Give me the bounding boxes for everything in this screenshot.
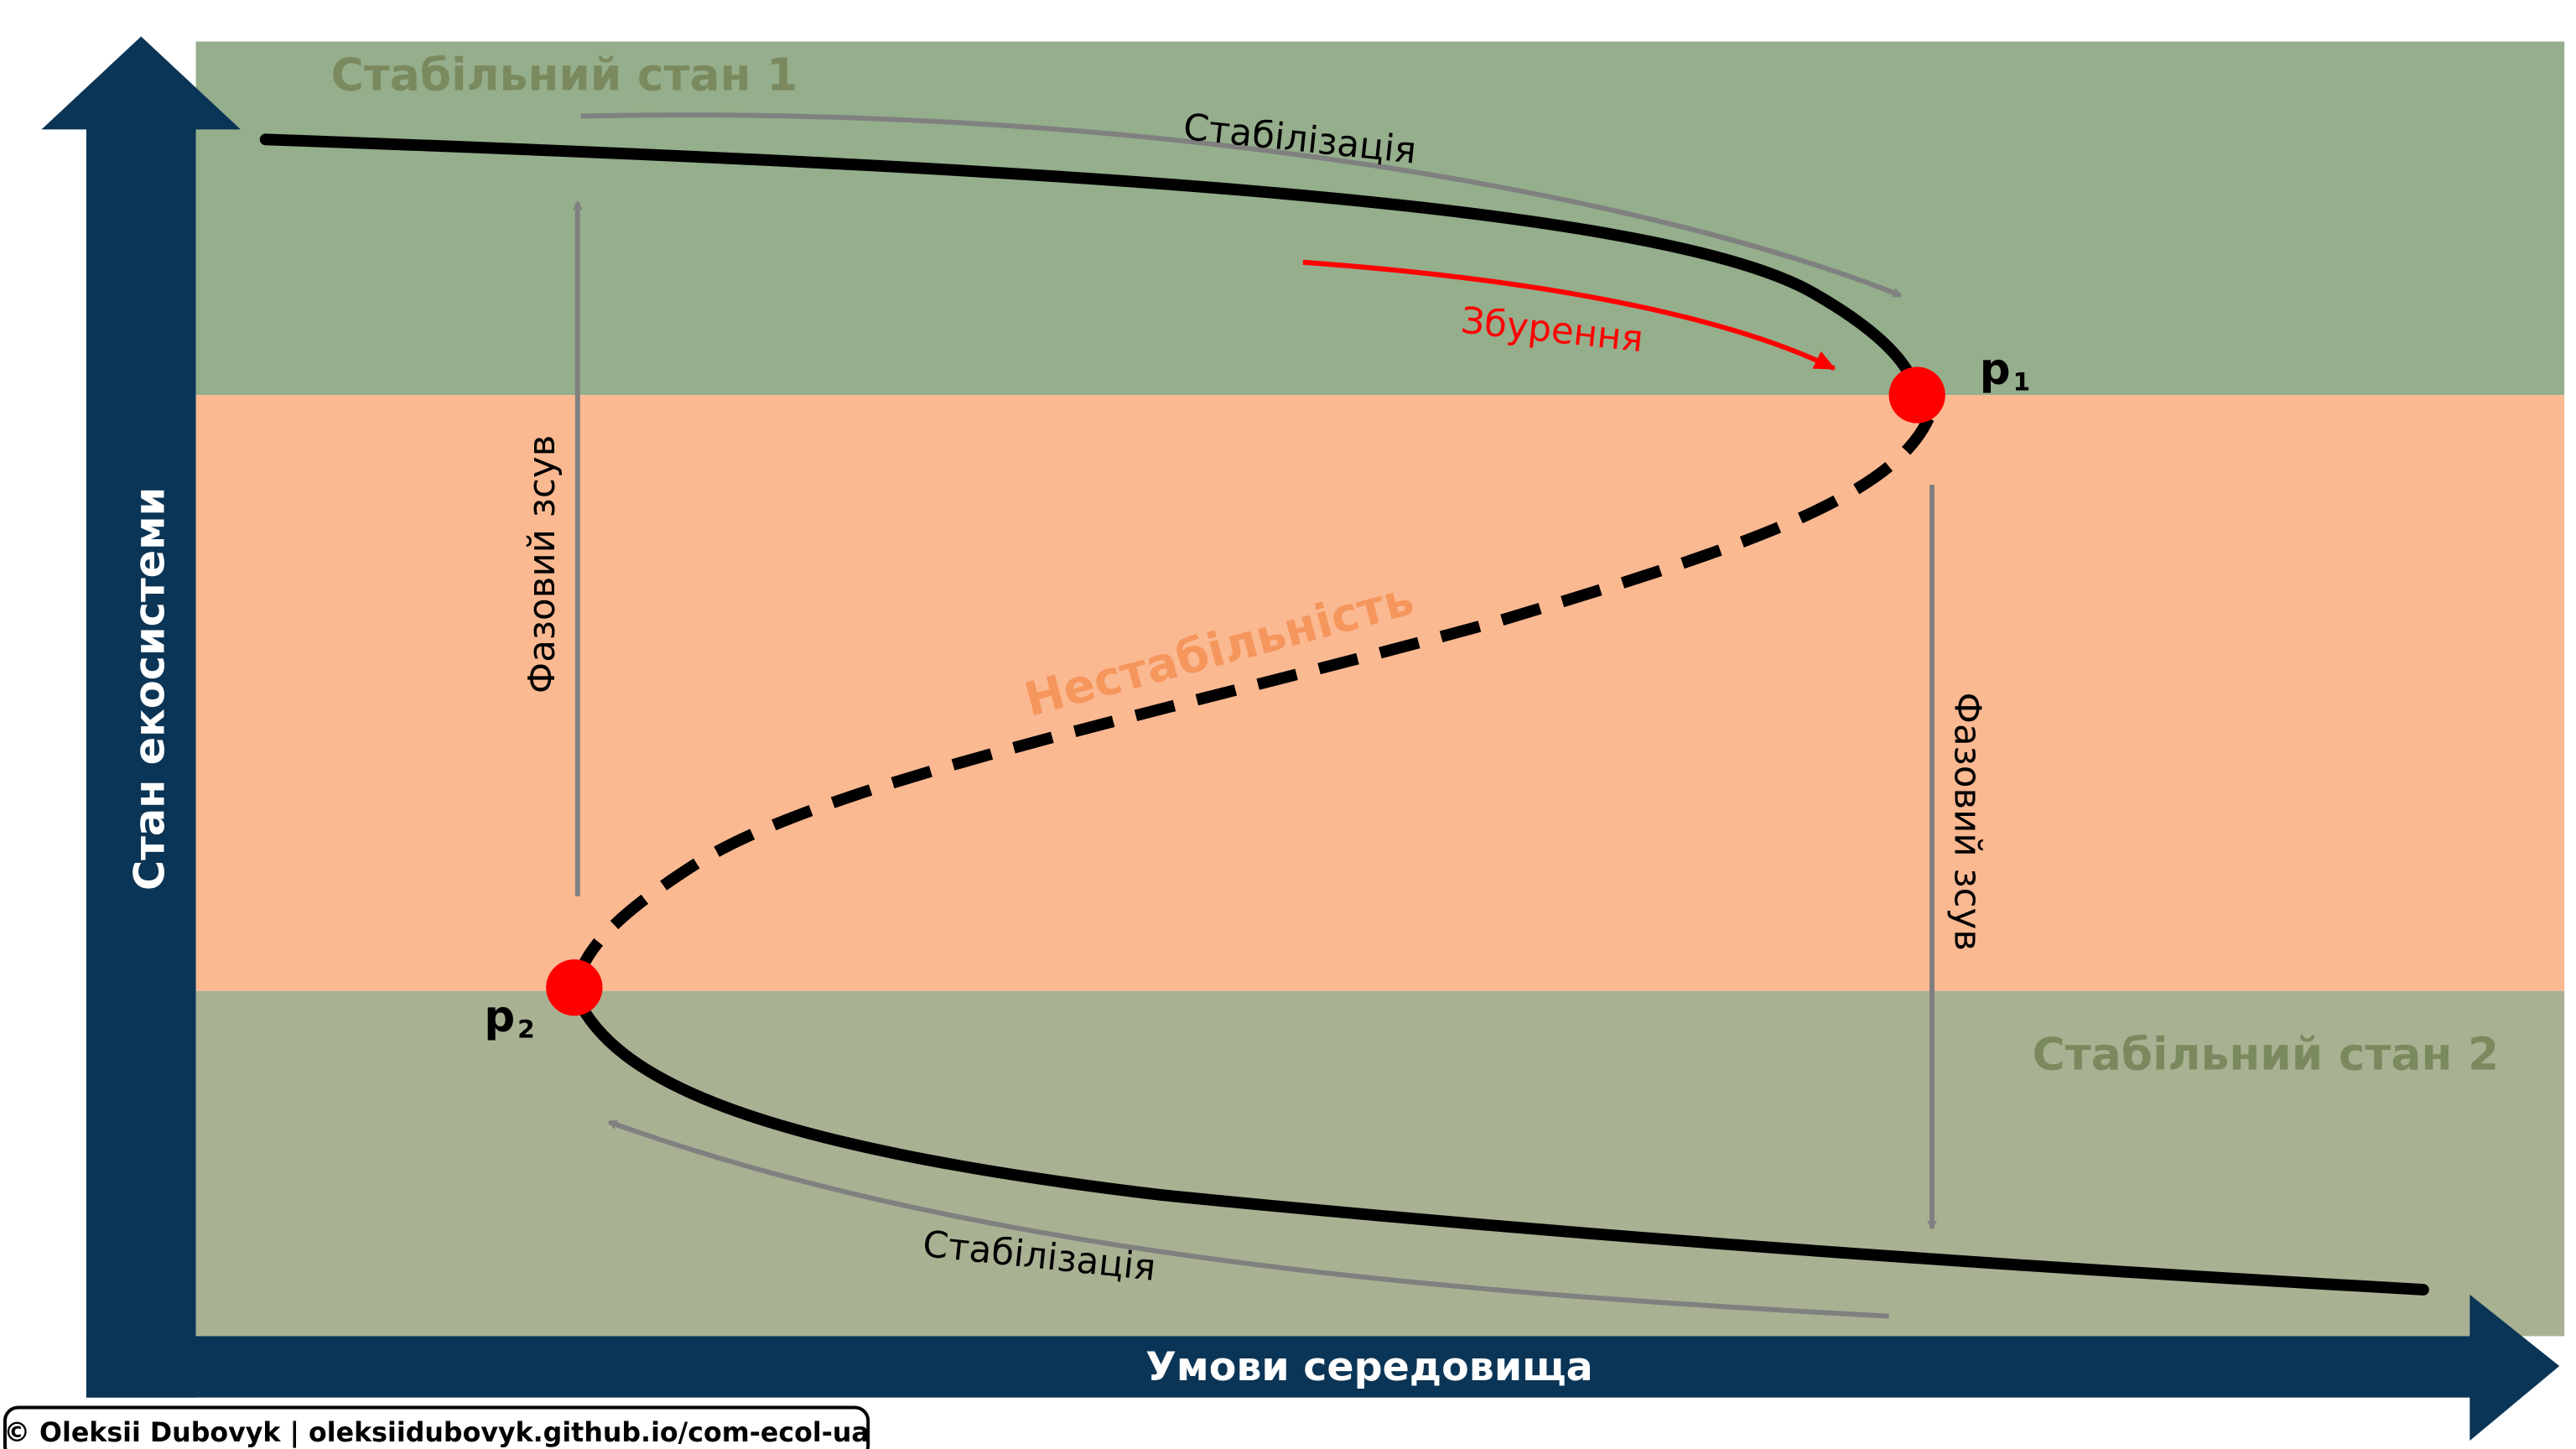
footer-box (3, 1405, 870, 1449)
zone-stable-1 (195, 41, 2565, 396)
point-label: p (1980, 344, 2011, 394)
y-axis-label: Стан екосистеми (126, 487, 174, 891)
point-index: 1 (2013, 368, 2031, 397)
tipping-point (546, 959, 603, 1016)
footer-credit: © Oleksii Dubovyk | oleksiidubovyk.githu… (3, 1418, 869, 1449)
x-axis (86, 1336, 2477, 1398)
point-index: 2 (517, 1015, 535, 1045)
x-axis-label: Умови середовища (1145, 1344, 1592, 1390)
zone-label: Стабільний стан 2 (2033, 1028, 2500, 1081)
arrow (580, 112, 1901, 299)
y-axis (86, 126, 196, 1398)
tipping-point (1888, 366, 1945, 423)
unstable-branch (570, 415, 1935, 988)
arrow (1302, 259, 1836, 371)
y-axis-head (41, 36, 242, 130)
stable-branch (569, 989, 2429, 1296)
zone-unstable (195, 395, 2565, 991)
point-label: p (484, 991, 515, 1041)
arrow-label: Фазовий зсув (1946, 693, 1988, 952)
zone-label: Стабільний стан 1 (331, 49, 798, 101)
x-axis-head (2470, 1294, 2560, 1441)
arrow (609, 1119, 1889, 1319)
arrow-label: Фазовий зсув (522, 435, 564, 694)
stable-branch (259, 133, 1924, 402)
